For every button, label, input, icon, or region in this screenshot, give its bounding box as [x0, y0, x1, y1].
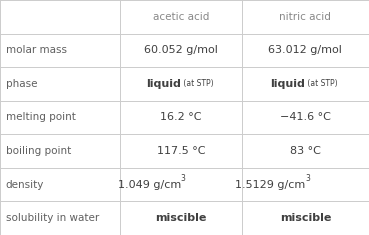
Text: liquid: liquid: [270, 79, 306, 89]
Text: miscible: miscible: [155, 213, 207, 223]
Text: miscible: miscible: [280, 213, 331, 223]
Text: (at STP): (at STP): [181, 79, 213, 88]
Text: 16.2 °C: 16.2 °C: [160, 113, 201, 122]
Text: −41.6 °C: −41.6 °C: [280, 113, 331, 122]
Text: liquid: liquid: [146, 79, 181, 89]
Text: 60.052 g/mol: 60.052 g/mol: [144, 45, 218, 55]
Text: solubility in water: solubility in water: [6, 213, 99, 223]
Text: 63.012 g/mol: 63.012 g/mol: [268, 45, 342, 55]
Text: molar mass: molar mass: [6, 45, 66, 55]
Text: nitric acid: nitric acid: [279, 12, 331, 22]
Text: 117.5 °C: 117.5 °C: [156, 146, 205, 156]
Text: boiling point: boiling point: [6, 146, 71, 156]
Text: (at STP): (at STP): [306, 79, 338, 88]
Text: 1.049 g/cm: 1.049 g/cm: [118, 180, 181, 190]
Text: 3: 3: [306, 174, 310, 183]
Text: density: density: [6, 180, 44, 190]
Text: acetic acid: acetic acid: [153, 12, 209, 22]
Text: melting point: melting point: [6, 113, 75, 122]
Text: 1.5129 g/cm: 1.5129 g/cm: [235, 180, 306, 190]
Text: 83 °C: 83 °C: [290, 146, 321, 156]
Text: phase: phase: [6, 79, 37, 89]
Text: 3: 3: [181, 174, 186, 183]
